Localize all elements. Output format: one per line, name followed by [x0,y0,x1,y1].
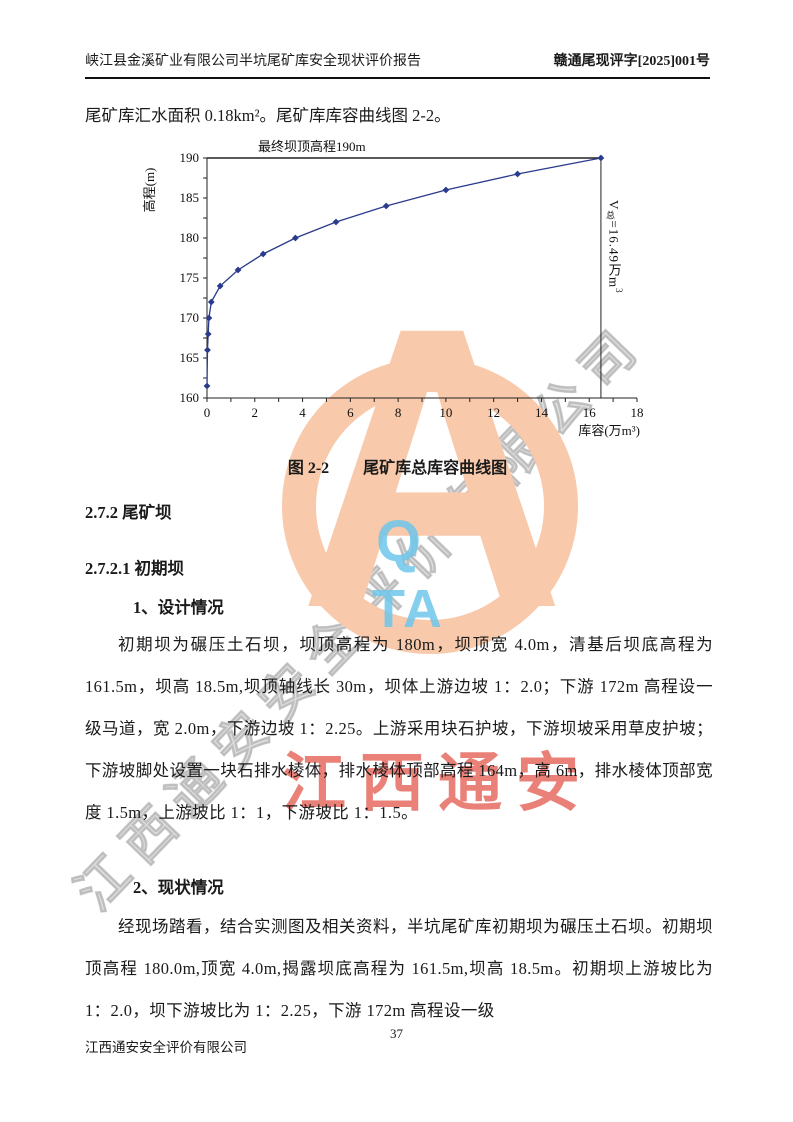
svg-text:高程(m): 高程(m) [142,168,157,213]
header-document-number: 赣通尾现评字[2025]001号 [553,54,710,69]
svg-text:4: 4 [299,405,306,420]
figure-label: 图 2-2 [287,460,330,477]
svg-text:14: 14 [535,405,549,420]
svg-text:18: 18 [631,405,644,420]
page-header: 峡江县金溪矿业有限公司半坑尾矿库安全现状评价报告 赣通尾现评字[2025]001… [85,50,710,79]
svg-text:12: 12 [487,405,500,420]
svg-text:160: 160 [180,390,200,405]
svg-text:2: 2 [252,405,259,420]
svg-text:170: 170 [180,310,200,325]
svg-text:8: 8 [395,405,402,420]
section-heading-2721: 2.7.2.1 初期坝 [85,559,184,578]
svg-text:库容(万m³): 库容(万m³) [578,423,640,438]
figure-caption: 图 2-2 尾矿库总库容曲线图 [85,454,710,478]
svg-text:0: 0 [204,405,211,420]
svg-text:6: 6 [347,405,354,420]
total-capacity-annotation: V总=16.49万m3 [605,200,624,294]
section-heading-272: 2.7.2 尾矿坝 [85,503,172,522]
figure-title: 尾矿库总库容曲线图 [363,460,508,477]
subsection-design-heading: 1、设计情况 [133,598,224,617]
subsection-status-heading: 2、现状情况 [133,878,224,897]
svg-text:16: 16 [583,405,597,420]
svg-text:185: 185 [180,190,200,205]
svg-text:165: 165 [180,350,200,365]
design-paragraph: 初期坝为碾压土石坝，坝顶高程为 180m，坝顶宽 4.0m，清基后坝底高程为 1… [85,635,713,822]
footer-company-name: 江西通安安全评价有限公司 [85,1040,247,1055]
page-number: 37 [390,1026,403,1041]
intro-paragraph: 尾矿库汇水面积 0.18km²。尾矿库库容曲线图 2-2。 [85,106,451,125]
capacity-curve-chart: 0 2 4 6 8 10 12 14 16 18 160 165 170 175 180 185 190 最终坝顶… [142,139,644,438]
capacity-curve-figure: 0 2 4 6 8 10 12 14 16 18 160 165 170 175 180 185 190 最终坝顶… [140,138,662,450]
svg-text:180: 180 [180,230,200,245]
svg-text:175: 175 [180,270,200,285]
svg-text:190: 190 [180,150,200,165]
svg-text:10: 10 [439,405,452,420]
svg-text:最终坝顶高程190m: 最终坝顶高程190m [258,139,366,154]
header-report-title: 峡江县金溪矿业有限公司半坑尾矿库安全现状评价报告 [85,54,421,69]
status-paragraph: 经现场踏看，结合实测图及相关资料，半坑尾矿库初期坝为碾压土石坝。初期坝顶高程 1… [85,917,713,1020]
